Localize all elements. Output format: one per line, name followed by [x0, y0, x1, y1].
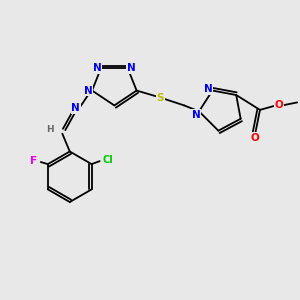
- Text: O: O: [274, 100, 283, 110]
- Text: N: N: [204, 84, 212, 94]
- Text: N: N: [127, 63, 136, 73]
- Text: F: F: [30, 156, 38, 166]
- Text: N: N: [84, 85, 93, 96]
- Text: Cl: Cl: [103, 155, 113, 165]
- Text: N: N: [71, 103, 80, 113]
- Text: N: N: [93, 63, 102, 73]
- Text: N: N: [192, 110, 200, 120]
- Text: S: S: [157, 93, 164, 103]
- Text: H: H: [46, 125, 54, 134]
- Text: O: O: [250, 133, 259, 142]
